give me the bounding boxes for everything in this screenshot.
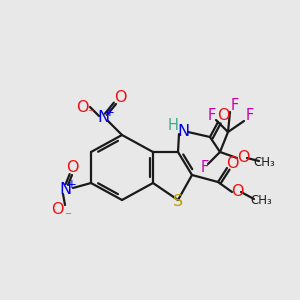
Text: +: + bbox=[105, 106, 115, 119]
Text: O: O bbox=[114, 89, 126, 104]
Text: H: H bbox=[168, 118, 178, 133]
Text: F: F bbox=[201, 160, 209, 175]
Text: N: N bbox=[59, 182, 71, 197]
Text: O: O bbox=[76, 100, 88, 115]
Text: F: F bbox=[208, 109, 216, 124]
Text: N: N bbox=[177, 124, 189, 140]
Text: O: O bbox=[237, 151, 249, 166]
Text: O: O bbox=[231, 184, 243, 200]
Text: CH₃: CH₃ bbox=[250, 194, 272, 208]
Text: O: O bbox=[217, 109, 229, 124]
Text: ⁻: ⁻ bbox=[88, 107, 94, 121]
Text: S: S bbox=[173, 194, 183, 208]
Text: ⁻: ⁻ bbox=[64, 211, 71, 224]
Text: +: + bbox=[67, 178, 77, 191]
Text: F: F bbox=[246, 109, 254, 124]
Text: CH₃: CH₃ bbox=[253, 155, 275, 169]
Text: F: F bbox=[231, 98, 239, 112]
Text: O: O bbox=[66, 160, 78, 175]
Text: O: O bbox=[51, 202, 63, 217]
Text: N: N bbox=[97, 110, 109, 125]
Text: O: O bbox=[226, 155, 238, 170]
